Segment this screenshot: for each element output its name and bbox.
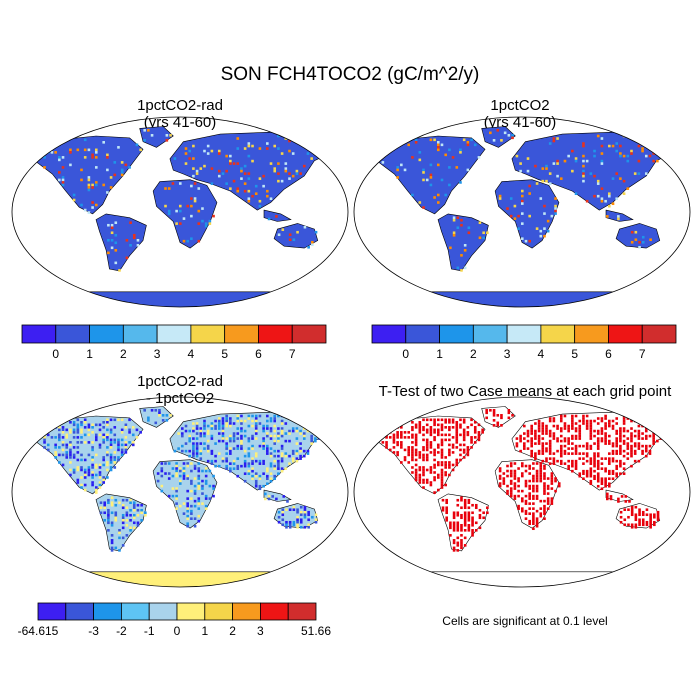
colorbar-swatch: [204, 602, 234, 621]
colorbar-panel-1: 0 1 2 3 4 5 6 7: [21, 324, 327, 361]
colorbar-swatch: [641, 324, 677, 344]
map-land-group: [373, 126, 678, 307]
colorbar-swatch: [224, 324, 259, 344]
significance-note: Cells are significant at 0.1 level: [442, 614, 608, 628]
colorbar-tick-label: 0: [52, 347, 59, 361]
panel-4-title-line1: T-Test of two Case means at each grid po…: [378, 383, 672, 400]
colorbar-swatch: [405, 324, 440, 344]
colorbar-tick-label: 0: [174, 624, 181, 638]
colorbar-tick-label: 1: [86, 347, 93, 361]
map-panel-2: [353, 116, 691, 308]
colorbar-tick-label: -1: [144, 624, 155, 638]
colorbar-tick-label: -64.615: [18, 624, 59, 638]
land-antarctica: [383, 571, 661, 587]
land-africa: [152, 179, 218, 249]
colorbar-tick-label: 3: [154, 347, 161, 361]
colorbar-tick-label: 0: [402, 347, 409, 361]
colorbar-tick-label: 4: [538, 347, 545, 361]
colorbar-swatch: [371, 324, 407, 344]
colorbar-tick-label: 7: [289, 347, 296, 361]
colorbar-tick-label: 1: [201, 624, 208, 638]
panel-3-title-line1: 1pctCO2-rad: [137, 373, 223, 390]
colorbar-tick-label: 1: [436, 347, 443, 361]
colorbar-swatch: [287, 602, 317, 621]
colorbar-tick-label: -3: [88, 624, 99, 638]
map-panel-3: [11, 396, 349, 588]
colorbar-swatch: [55, 324, 90, 344]
colorbar-swatch: [608, 324, 643, 344]
panel-1-title-line1: 1pctCO2-rad: [137, 97, 223, 114]
land-maritime-asia: [263, 489, 292, 502]
colorbar-swatch: [148, 602, 178, 621]
colorbar-swatch: [506, 324, 542, 344]
land-antarctica: [383, 291, 661, 307]
land-africa: [494, 179, 560, 249]
colorbar-tick-label: 2: [120, 347, 127, 361]
colorbar-tick-label: 51.66: [301, 624, 331, 638]
land-greenland: [139, 126, 174, 148]
map-border: [11, 396, 349, 588]
colorbar-swatch: [259, 602, 289, 621]
panel-2-title-line1: 1pctCO2: [490, 97, 550, 114]
land-antarctica: [41, 571, 319, 587]
colorbar-swatch: [93, 602, 122, 621]
colorbar-tick-label: 5: [221, 347, 228, 361]
land-greenland: [481, 406, 516, 428]
colorbar-swatch: [21, 324, 57, 344]
colorbar-swatch: [65, 602, 95, 621]
colorbar-tick-label: -2: [116, 624, 127, 638]
land-australia: [615, 223, 661, 249]
colorbar-tick-label: 3: [504, 347, 511, 361]
land-greenland: [139, 406, 174, 428]
map-panel-4: [353, 396, 691, 588]
colorbar-swatch: [176, 602, 206, 621]
land-north-america: [31, 135, 144, 215]
colorbar-swatch: [232, 602, 261, 621]
colorbar-swatch: [122, 324, 158, 344]
map-border: [353, 396, 691, 588]
land-antarctica: [41, 291, 319, 307]
colorbar-swatch: [190, 324, 226, 344]
land-europe-asia: [511, 131, 678, 211]
colorbar-tick-label: 5: [571, 347, 578, 361]
colorbar-swatch: [439, 324, 474, 344]
land-australia: [273, 503, 319, 529]
land-africa: [152, 459, 218, 529]
colorbar-panel-2: 0 1 2 3 4 5 6 7: [371, 324, 677, 361]
colorbar-swatch: [156, 324, 192, 344]
colorbar-tick-label: 7: [639, 347, 646, 361]
colorbar-swatch: [574, 324, 609, 344]
colorbar-tick-label: 6: [255, 347, 262, 361]
panel-4-title: T-Test of two Case means at each grid po…: [350, 383, 700, 400]
colorbar-swatch: [37, 602, 67, 621]
figure-title: SON FCH4TOCO2 (gC/m^2/y): [220, 64, 480, 85]
colorbar-swatch: [258, 324, 293, 344]
colorbar-tick-label: 2: [229, 624, 236, 638]
map-border: [353, 116, 691, 308]
colorbar-swatch: [89, 324, 124, 344]
colorbar-swatch: [540, 324, 576, 344]
map-border: [11, 116, 349, 308]
land-south-america: [95, 213, 147, 272]
panel-3-title-line2: - 1pctCO2: [145, 390, 215, 407]
colorbar-swatch: [121, 602, 150, 621]
colorbar-tick-label: 6: [605, 347, 612, 361]
panel-3-title: 1pctCO2-rad - 1pctCO2: [60, 373, 300, 407]
map-land-group: [373, 406, 678, 587]
colorbar-swatch: [472, 324, 508, 344]
colorbar-tick-label: 4: [188, 347, 195, 361]
colorbar-panel-3: -64.615 -3 -2 -1 0 1 2 3 51.66: [18, 602, 331, 638]
colorbar-tick-label: 2: [470, 347, 477, 361]
colorbar-tick-label: 3: [257, 624, 264, 638]
colorbar-swatch: [291, 324, 327, 344]
map-panel-1: [11, 116, 349, 308]
